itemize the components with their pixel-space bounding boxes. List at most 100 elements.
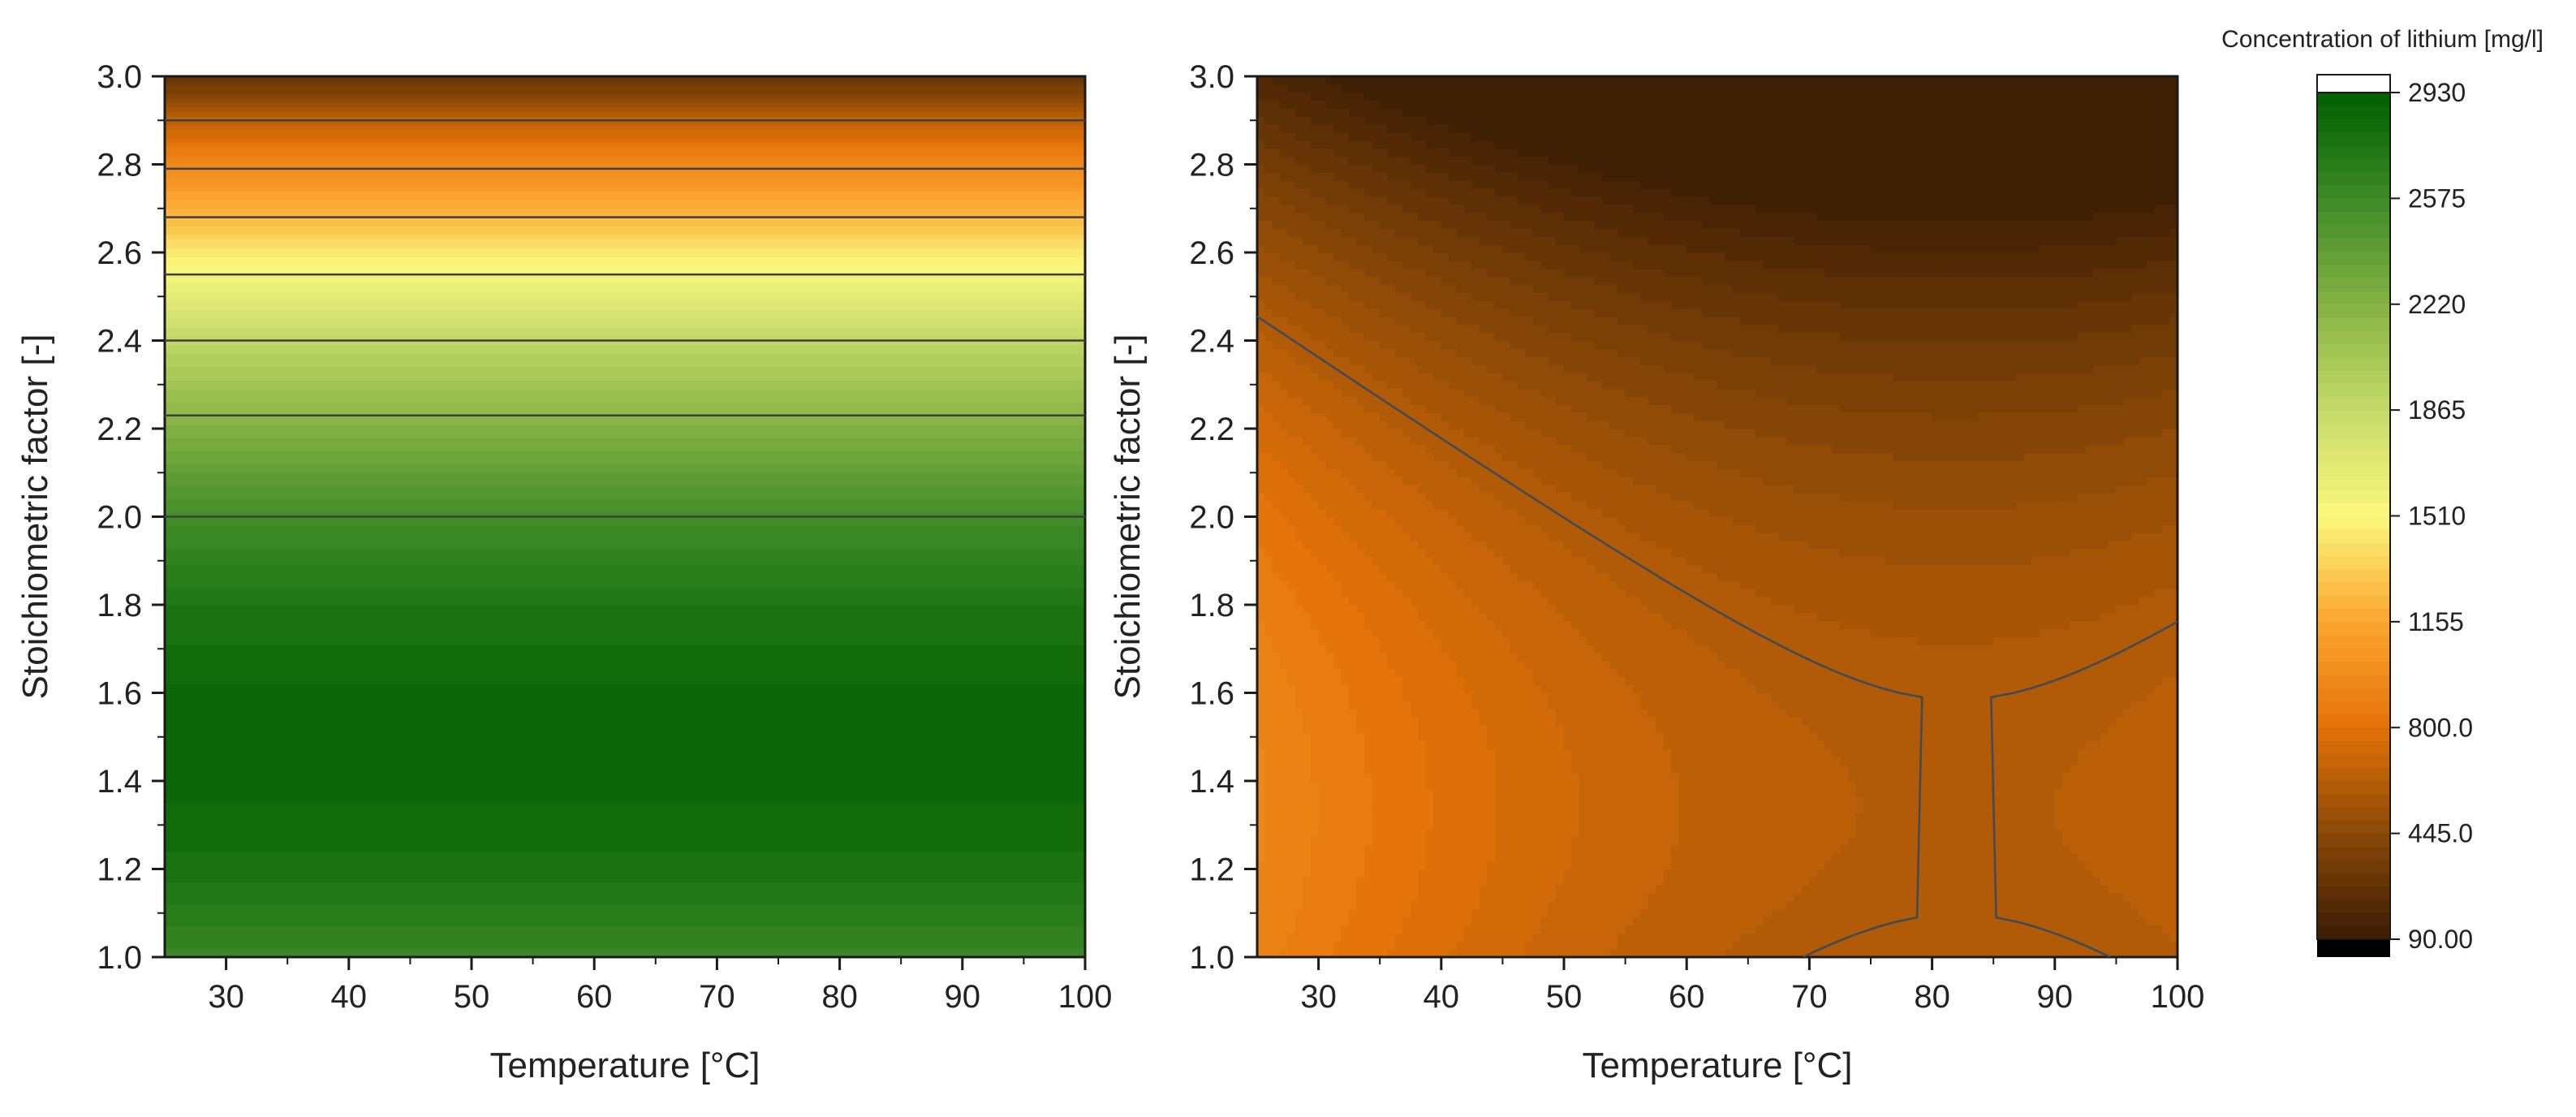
right-field-cell: [1318, 860, 1327, 869]
right-field-cell: [1571, 852, 1580, 862]
right-field-cell: [1441, 572, 1450, 581]
right-field-cell: [1518, 356, 1527, 365]
right-field-cell: [1579, 156, 1587, 165]
right-field-cell: [1310, 516, 1320, 525]
right-field-cell: [1264, 844, 1273, 854]
right-field-cell: [1410, 548, 1419, 558]
right-field-cell: [1563, 292, 1572, 301]
right-field-cell: [1341, 196, 1350, 205]
right-field-cell: [1510, 204, 1518, 213]
right-field-cell: [1471, 492, 1480, 502]
right-field-cell: [1563, 452, 1572, 461]
left-field-band: [165, 745, 1085, 751]
right-field-cell: [1479, 428, 1488, 438]
right-field-cell: [1518, 780, 1527, 790]
right-field-cell: [1325, 108, 1334, 117]
right-field-cell: [1441, 156, 1450, 165]
right-field-cell: [1425, 468, 1434, 477]
right-field-cell: [1463, 364, 1473, 373]
right-field-cell: [1518, 220, 1527, 229]
right-field-cell: [1310, 757, 1320, 766]
right-field-cell: [1264, 596, 1273, 606]
right-field-cell: [1272, 780, 1281, 790]
right-field-cell: [1294, 300, 1304, 309]
right-field-cell: [1540, 332, 1549, 341]
right-field-cell: [1502, 612, 1511, 622]
right-field-cell: [1548, 604, 1557, 614]
left-field-band: [165, 793, 1085, 800]
right-field-cell: [1333, 780, 1342, 790]
right-field-cell: [1433, 524, 1442, 533]
right-field-cell: [1425, 476, 1434, 485]
right-field-cell: [1563, 596, 1572, 606]
right-field-cell: [1333, 188, 1342, 197]
right-field-cell: [1525, 796, 1534, 806]
right-field-cell: [1379, 884, 1389, 894]
right-field-cell: [1287, 652, 1296, 662]
left-field-band: [165, 753, 1085, 760]
right-field-cell: [1456, 348, 1465, 357]
right-field-cell: [1364, 548, 1373, 558]
right-field-cell: [1349, 652, 1358, 662]
right-field-cell: [1294, 148, 1304, 157]
right-field-cell: [1441, 844, 1450, 854]
right-field-cell: [1303, 436, 1312, 446]
right-field-cell: [1532, 484, 1542, 494]
right-field-cell: [1272, 708, 1281, 718]
right-field-cell: [1548, 235, 1557, 245]
right-field-cell: [1556, 884, 1565, 894]
right-field-cell: [1556, 235, 1565, 245]
right-field-cell: [1448, 308, 1458, 317]
right-field-cell: [1356, 532, 1365, 541]
right-field-cell: [1303, 780, 1312, 790]
right-field-cell: [1563, 300, 1572, 309]
right-field-cell: [1372, 877, 1381, 886]
right-field-cell: [1441, 636, 1450, 645]
right-field-cell: [1510, 836, 1518, 846]
right-field-cell: [1294, 396, 1304, 405]
right-field-cell: [1518, 172, 1527, 181]
right-field-cell: [1402, 836, 1411, 846]
right-field-cell: [1418, 116, 1427, 125]
right-field-cell: [1510, 516, 1518, 525]
right-field-cell: [1548, 764, 1557, 774]
right-field-cell: [1548, 284, 1557, 293]
right-field-cell: [1264, 460, 1273, 469]
right-field-cell: [1494, 852, 1503, 862]
right-field-cell: [1525, 925, 1534, 934]
right-field-cell: [1448, 556, 1458, 566]
right-field-cell: [1433, 948, 1442, 957]
right-field-cell: [1356, 604, 1365, 614]
right-field-cell: [1518, 316, 1527, 326]
right-field-cell: [1418, 348, 1427, 357]
right-field-cell: [1272, 84, 1281, 93]
right-field-cell: [1579, 828, 1587, 838]
right-field-cell: [1372, 460, 1381, 469]
right-field-cell: [1387, 916, 1396, 926]
right-field-cell: [1402, 468, 1411, 477]
right-field-cell: [1257, 220, 1265, 229]
right-field-cell: [1556, 580, 1565, 589]
right-field-cell: [1425, 860, 1434, 869]
right-field-cell: [1402, 548, 1411, 558]
right-field-cell: [1556, 116, 1565, 125]
right-field-cell: [1349, 172, 1358, 181]
left-field-band: [165, 564, 1085, 571]
right-field-cell: [1318, 572, 1327, 581]
right-field-cell: [1441, 164, 1450, 173]
right-field-cell: [1532, 860, 1542, 869]
right-field-cell: [1402, 732, 1411, 742]
right-field-cell: [1425, 108, 1434, 117]
right-field-cell: [1341, 532, 1350, 541]
right-field-cell: [1394, 668, 1404, 678]
right-field-cell: [1510, 925, 1518, 934]
right-field-cell: [1563, 940, 1572, 950]
right-field-cell: [1272, 268, 1281, 278]
right-field-cell: [1310, 404, 1320, 413]
right-field-cell: [1257, 516, 1265, 525]
right-field-cell: [1333, 604, 1342, 614]
right-field-cell: [1540, 668, 1549, 678]
right-field-cell: [1540, 645, 1549, 653]
right-field-cell: [1280, 852, 1289, 862]
right-field-cell: [1418, 404, 1427, 413]
